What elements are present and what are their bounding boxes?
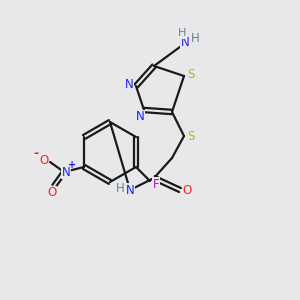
Text: S: S (187, 130, 195, 143)
Text: O: O (47, 187, 57, 200)
Text: O: O (182, 184, 192, 196)
Text: F: F (153, 178, 159, 190)
Text: O: O (39, 154, 49, 166)
Text: S: S (187, 68, 195, 82)
Text: H: H (190, 32, 200, 44)
Text: N: N (126, 184, 134, 196)
Text: +: + (68, 160, 76, 170)
Text: N: N (136, 110, 144, 124)
Text: -: - (34, 148, 39, 160)
Text: N: N (124, 79, 134, 92)
Text: H: H (116, 182, 124, 196)
Text: N: N (61, 166, 70, 178)
Text: H: H (178, 28, 186, 38)
Text: N: N (181, 37, 189, 50)
